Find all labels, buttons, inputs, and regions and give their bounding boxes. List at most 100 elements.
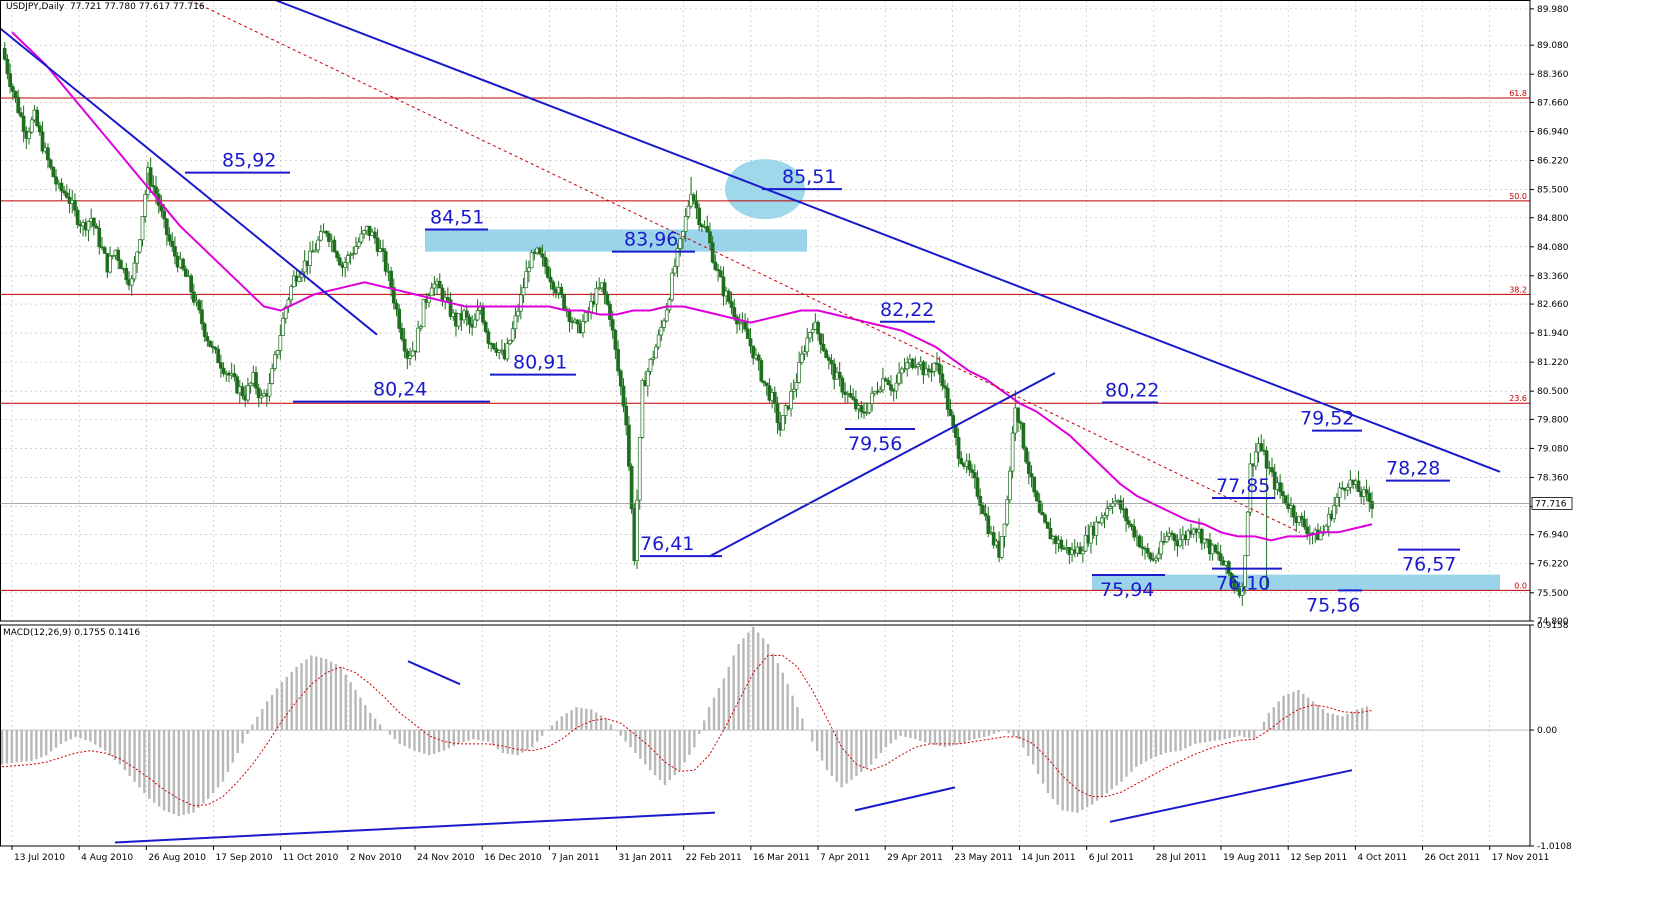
candle-body — [1102, 515, 1107, 519]
candle-body — [208, 340, 212, 347]
candle-body — [954, 425, 958, 438]
fib-level-label: 61.8 — [1509, 89, 1527, 98]
price-panel-frame — [0, 0, 1531, 622]
candle-body — [391, 287, 396, 304]
x-tick-label: 4 Aug 2010 — [81, 853, 133, 863]
candle-body — [170, 240, 175, 247]
candle-body — [240, 386, 245, 397]
candle-body — [1048, 527, 1053, 540]
candle-body — [527, 267, 531, 272]
candle-body — [100, 246, 104, 249]
candle-body — [1008, 470, 1012, 501]
candle-body — [797, 362, 801, 383]
candle-body — [137, 239, 142, 253]
candle-body — [275, 350, 280, 356]
candle-body — [389, 270, 393, 288]
candle-body — [781, 415, 785, 431]
candle-body — [1145, 548, 1150, 554]
candle-body — [597, 287, 602, 290]
candlesticks — [2, 42, 1374, 606]
candle-body — [1229, 573, 1234, 580]
candle-body — [1078, 546, 1083, 555]
x-tick-label: 28 Jul 2011 — [1156, 853, 1207, 863]
candle-body — [629, 465, 634, 510]
candle-body — [1164, 535, 1169, 543]
candle-body — [281, 317, 285, 336]
candle-body — [829, 360, 834, 365]
candle-body — [700, 224, 704, 228]
candle-body — [319, 231, 323, 241]
candle-body — [416, 327, 420, 353]
candle-body — [827, 357, 831, 361]
level-marker-label: 75,56 — [1306, 594, 1360, 616]
resistance-zone — [425, 229, 807, 252]
candle-body — [537, 247, 542, 255]
candle-body — [759, 360, 764, 382]
candle-body — [46, 147, 50, 161]
candle-body — [581, 321, 585, 334]
candle-body — [316, 239, 321, 251]
candle-body — [143, 194, 148, 217]
candle-body — [559, 287, 564, 296]
candle-body — [681, 231, 685, 240]
candle-body — [86, 220, 91, 231]
candle-body — [837, 371, 842, 379]
candle-body — [464, 310, 469, 318]
current-price-box — [1531, 497, 1573, 510]
candle-body — [1172, 534, 1177, 542]
candle-body — [705, 225, 710, 233]
candle-body — [448, 299, 453, 317]
candle-body — [197, 300, 202, 311]
x-tick-label: 14 Jun 2011 — [1022, 853, 1076, 863]
candle-body — [1005, 499, 1010, 525]
candle-body — [221, 367, 226, 374]
candle-body — [256, 387, 261, 399]
candle-body — [1018, 421, 1023, 424]
y-tick-label: 75.500 — [1537, 589, 1569, 599]
candle-body — [1356, 480, 1361, 492]
candle-body — [921, 361, 926, 376]
level-marker-label: 85,92 — [222, 150, 276, 172]
candle-body — [551, 281, 556, 290]
x-tick-label: 24 Nov 2010 — [417, 853, 475, 863]
candle-body — [1129, 524, 1134, 527]
candle-body — [1170, 532, 1174, 535]
candle-body — [51, 166, 56, 178]
candle-body — [491, 343, 496, 350]
candle-body — [548, 276, 553, 283]
candle-body — [1253, 451, 1258, 467]
candle-body — [1232, 579, 1237, 589]
candle-body — [864, 412, 869, 414]
candle-body — [532, 252, 537, 254]
candle-body — [1370, 501, 1374, 509]
macd-divergence-line — [1109, 769, 1353, 823]
axes: 89.980 89.080 88.360 87.660 86.940 86.220 85.5… — [0, 0, 1573, 863]
candle-body — [313, 249, 318, 253]
candle-body — [732, 307, 737, 318]
candle-body — [1029, 473, 1034, 478]
candle-body — [432, 283, 437, 289]
candle-body — [508, 339, 512, 345]
candle-body — [1318, 532, 1323, 541]
candle-body — [737, 322, 742, 325]
candle-body — [824, 350, 829, 359]
support-zone — [1092, 574, 1500, 591]
candle-body — [672, 266, 677, 274]
macd-panel: MACD(12,26,9) 0.1755 0.1416 — [0, 626, 1530, 844]
candle-body — [1283, 495, 1288, 504]
y-tick-label: 87.660 — [1537, 98, 1569, 108]
candle-body — [624, 405, 629, 426]
candle-body — [662, 320, 666, 328]
candle-body — [54, 176, 58, 185]
candle-body — [675, 248, 680, 267]
y-tick-label: 76.940 — [1537, 531, 1569, 541]
x-tick-label: 4 Oct 2011 — [1357, 853, 1407, 863]
x-tick-label: 26 Oct 2011 — [1425, 853, 1481, 863]
candle-body — [102, 247, 107, 254]
candle-body — [1140, 546, 1145, 549]
candle-body — [10, 86, 15, 92]
candle-body — [618, 370, 623, 387]
candle-body — [481, 306, 485, 323]
candle-body — [486, 331, 491, 344]
